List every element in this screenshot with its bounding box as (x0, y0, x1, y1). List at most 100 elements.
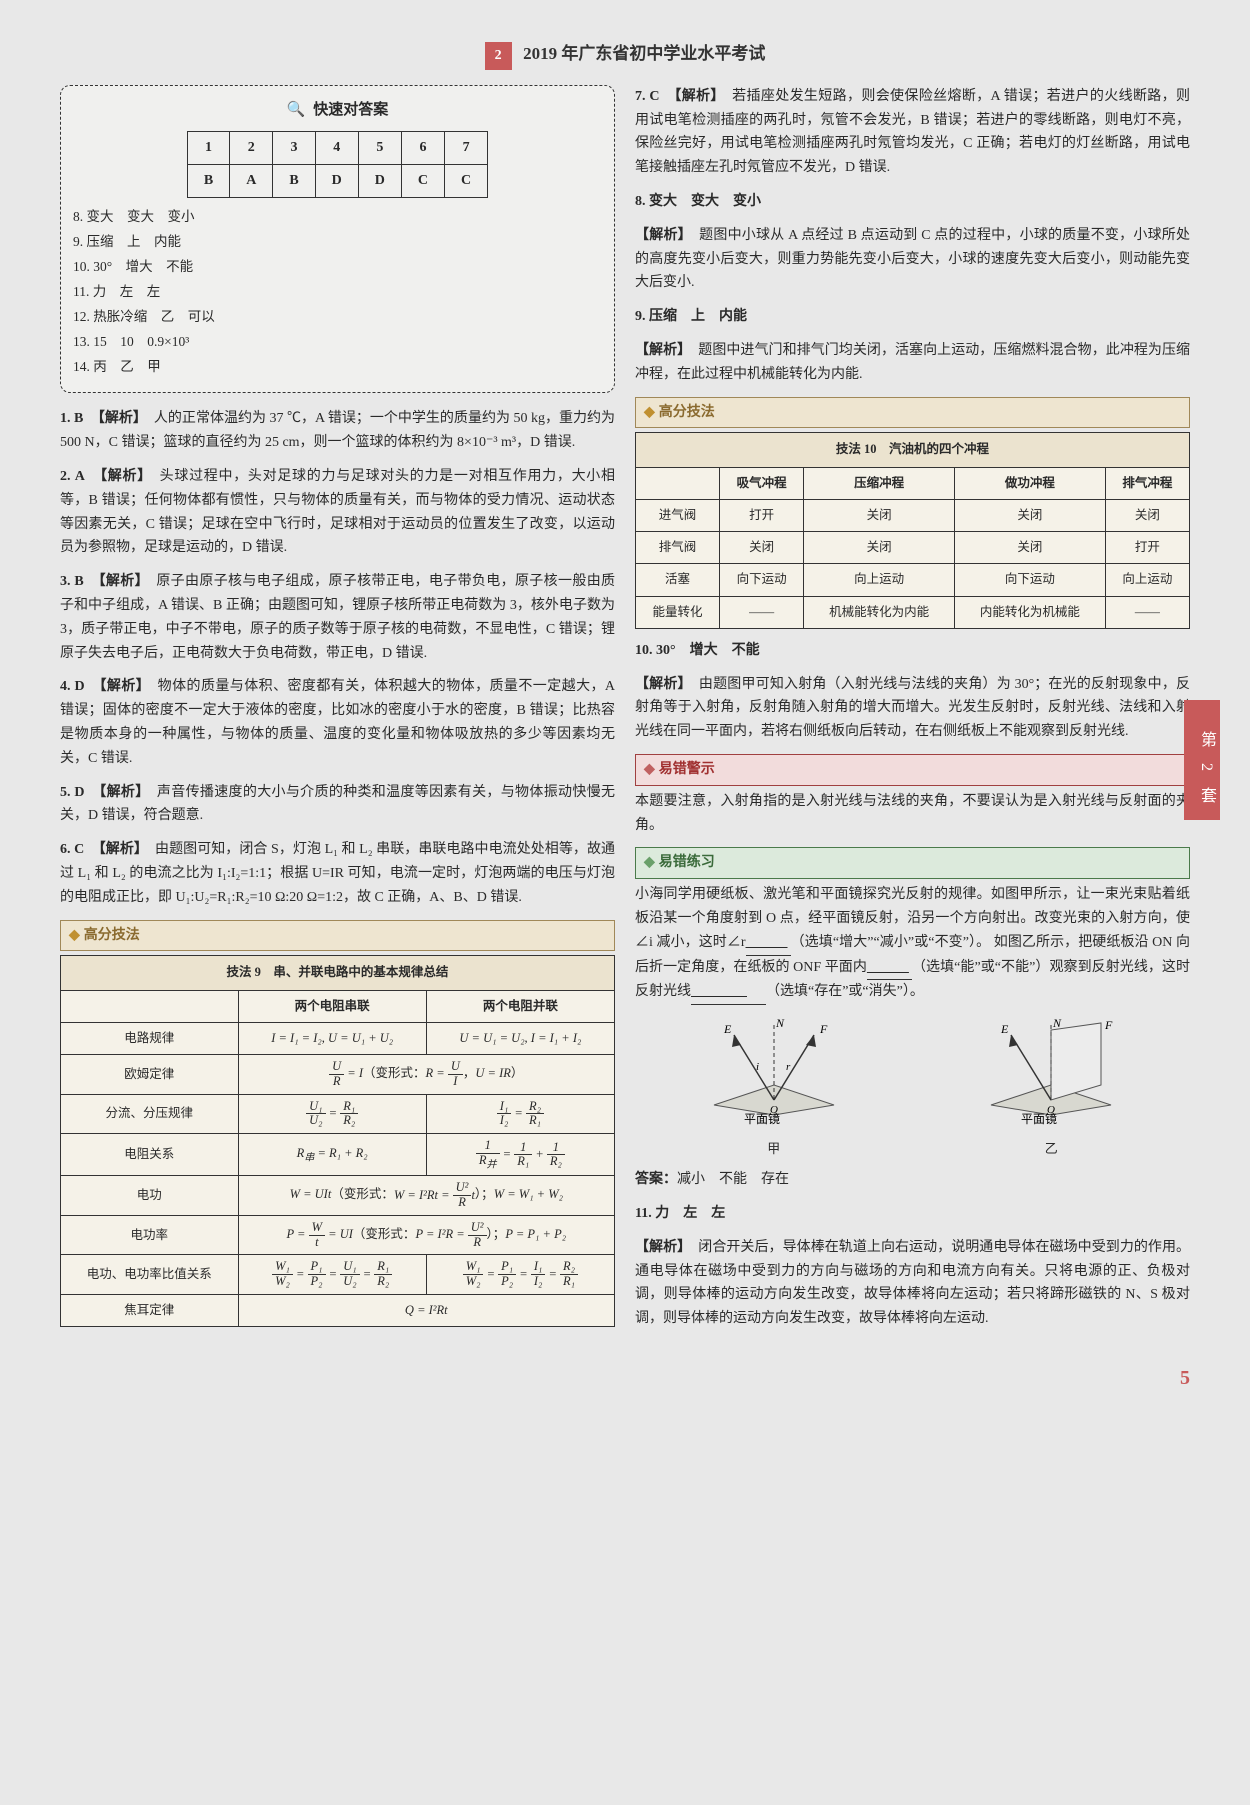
question-text: 若插座处发生短路，则会使保险丝熔断，A 错误；若进户的火线断路，则用试电笔检测插… (635, 89, 1190, 175)
question-answer: A (75, 469, 85, 484)
answer-line: 14. 丙 乙 甲 (73, 356, 602, 379)
table-row: 欧姆定律 UR = I（变形式：R = UI，U = IR） (61, 1055, 615, 1095)
answer-line: 10. 30° 增大 不能 (73, 256, 602, 279)
diagram-jia: E N F i r O 平面镜 甲 (684, 1015, 864, 1160)
answer-box-title: 🔍 快速对答案 (73, 98, 602, 124)
table-row: 能量转化 —— 机械能转化为内能 内能转化为机械能 —— (636, 596, 1190, 628)
question-number: 9. (635, 309, 646, 324)
table-row: 进气阀 打开 关闭 关闭 关闭 (636, 499, 1190, 531)
question-text: 声音传播速度的大小与介质的种类和温度等因素有关，与物体振动快慢无关，D 错误，符… (60, 785, 615, 824)
question-answer: B (74, 411, 83, 426)
practice-header: ◆易错练习 (635, 847, 1190, 879)
svg-text:F: F (819, 1022, 828, 1036)
diamond-icon: ◆ (69, 928, 80, 943)
question-text: 题图中小球从 A 点经过 B 点运动到 C 点的过程中，小球的质量不变，小球所处… (635, 228, 1190, 291)
fill-blank[interactable] (691, 980, 766, 1005)
practice-answer: 答案：减小 不能 存在 (635, 1168, 1190, 1192)
analysis-label: 【解析】 (635, 677, 685, 692)
answer-line: 11. 力 左 左 (73, 281, 602, 304)
analysis-label: 【解析】 (92, 785, 142, 800)
question-number: 3. (60, 574, 71, 589)
search-icon: 🔍 (287, 98, 306, 124)
table-row: 1 2 3 4 5 6 7 (187, 132, 487, 165)
question-item: 11. 力 左 左 (635, 1202, 1190, 1226)
question-text: 人的正常体温约为 37 ℃，A 错误；一个中学生的质量约为 50 kg，重力约为… (60, 411, 615, 450)
diagram-yi: E N F O 平面镜 乙 (961, 1015, 1141, 1160)
fill-blank[interactable] (746, 931, 791, 956)
diamond-icon: ◆ (644, 762, 655, 777)
question-item: 5. D 【解析】 声音传播速度的大小与介质的种类和温度等因素有关，与物体振动快… (60, 781, 615, 829)
answer-grid-table: 1 2 3 4 5 6 7 B A B D D C C (187, 131, 488, 198)
two-columns: 🔍 快速对答案 1 2 3 4 5 6 7 B A B D (60, 85, 1190, 1341)
header-badge: 2 (485, 42, 512, 70)
svg-text:N: N (775, 1016, 785, 1030)
table-row: 电路规律 I = I₁ = I₂, U = U₁ + U₂ U = U₁ = U… (61, 1022, 615, 1054)
question-item: 9. 压缩 上 内能 (635, 305, 1190, 329)
table-row: 电功率 P = Wt = UI（变形式：P = I²R = U²R）；P = P… (61, 1215, 615, 1255)
analysis-label: 【解析】 (635, 343, 684, 358)
answer-line: 8. 变大 变大 变小 (73, 206, 602, 229)
svg-text:平面镜: 平面镜 (744, 1111, 780, 1125)
question-item: 2. A 【解析】 头球过程中，头对足球的力与足球对头的力是一对相互作用力，大小… (60, 465, 615, 560)
answer-line: 12. 热胀冷缩 乙 可以 (73, 306, 602, 329)
tech10-header: ◆高分技法 (635, 397, 1190, 429)
tech9-table: 技法 9 串、并联电路中的基本规律总结 两个电阻串联 两个电阻并联 电路规律 I… (60, 955, 615, 1327)
tech9-header: ◆高分技法 (60, 920, 615, 952)
analysis-label: 【解析】 (92, 842, 141, 857)
question-item: 8. 变大 变大 变小 (635, 190, 1190, 214)
question-answer: 力 左 左 (655, 1206, 725, 1221)
side-tab: 第 2 套 (1184, 700, 1220, 820)
table-row: B A B D D C C (187, 165, 487, 198)
analysis-label: 【解析】 (635, 228, 685, 243)
table-row: 吸气冲程 压缩冲程 做功冲程 排气冲程 (636, 467, 1190, 499)
diamond-icon: ◆ (644, 405, 655, 420)
svg-text:F: F (1104, 1018, 1113, 1032)
fill-blank[interactable] (867, 956, 912, 981)
question-number: 4. (60, 679, 71, 694)
table-row: 电阻关系 R串 = R₁ + R₂ 1R并 = 1R₁ + 1R₂ (61, 1134, 615, 1176)
question-number: 10. (635, 643, 653, 658)
table-row: 两个电阻串联 两个电阻并联 (61, 990, 615, 1022)
practice-text: 小海同学用硬纸板、激光笔和平面镜探究光反射的规律。如图甲所示，让一束光束贴着纸板… (635, 883, 1190, 1005)
question-text: 由题图甲可知入射角（入射光线与法线的夹角）为 30°；在光的反射现象中，反射角等… (635, 677, 1190, 740)
question-item: 【解析】 题图中进气门和排气门均关闭，活塞向上运动，压缩燃料混合物，此冲程为压缩… (635, 339, 1190, 387)
question-number: 1. (60, 411, 71, 426)
answer-line: 13. 15 10 0.9×10³ (73, 331, 602, 354)
tech10-caption: 技法 10 汽油机的四个冲程 (636, 433, 1190, 467)
question-number: 7. (635, 89, 646, 104)
mirror-diagram-jia-icon: E N F i r O 平面镜 (684, 1015, 864, 1125)
table-row: 电功 W = UIt（变形式：W = I²Rt = U²Rt）；W = W₁ +… (61, 1176, 615, 1216)
question-number: 11. (635, 1206, 652, 1221)
svg-text:r: r (786, 1061, 791, 1073)
left-column: 🔍 快速对答案 1 2 3 4 5 6 7 B A B D (60, 85, 615, 1341)
warning-header: ◆易错警示 (635, 754, 1190, 786)
quick-answer-box: 🔍 快速对答案 1 2 3 4 5 6 7 B A B D (60, 85, 615, 394)
table-row: 焦耳定律 Q = I²Rt (61, 1294, 615, 1326)
question-item: 1. B 【解析】 人的正常体温约为 37 ℃，A 错误；一个中学生的质量约为 … (60, 407, 615, 455)
warning-text: 本题要注意，入射角指的是入射光线与法线的夹角，不要误认为是入射光线与反射面的夹角… (635, 790, 1190, 838)
svg-text:E: E (723, 1022, 732, 1036)
question-text: 由题图可知，闭合 S，灯泡 L₁ 和 L₂ 串联，串联电路中电流处处相等，故通过… (60, 842, 615, 905)
tech10-table: 技法 10 汽油机的四个冲程 吸气冲程 压缩冲程 做功冲程 排气冲程 进气阀 打… (635, 432, 1190, 629)
analysis-label: 【解析】 (91, 411, 140, 426)
question-number: 8. (635, 194, 646, 209)
question-answer: B (74, 574, 83, 589)
tech9-caption: 技法 9 串、并联电路中的基本规律总结 (61, 956, 615, 990)
question-number: 6. (60, 842, 71, 857)
question-answer: 30° 增大 不能 (656, 643, 760, 658)
diamond-icon: ◆ (644, 855, 655, 870)
practice-diagrams: E N F i r O 平面镜 甲 E N (635, 1015, 1190, 1160)
question-item: 【解析】 题图中小球从 A 点经过 B 点运动到 C 点的过程中，小球的质量不变… (635, 224, 1190, 295)
question-item: 10. 30° 增大 不能 (635, 639, 1190, 663)
question-answer: D (74, 785, 84, 800)
question-item: 6. C 【解析】 由题图可知，闭合 S，灯泡 L₁ 和 L₂ 串联，串联电路中… (60, 838, 615, 909)
question-item: 3. B 【解析】 原子由原子核与电子组成，原子核带正电，电子带负电，原子核一般… (60, 570, 615, 665)
question-item: 【解析】 由题图甲可知入射角（入射光线与法线的夹角）为 30°；在光的反射现象中… (635, 673, 1190, 744)
table-row: 活塞 向下运动 向上运动 向下运动 向上运动 (636, 564, 1190, 596)
question-answer: 变大 变大 变小 (649, 194, 761, 209)
question-answer: D (74, 679, 84, 694)
mirror-diagram-yi-icon: E N F O 平面镜 (961, 1015, 1141, 1125)
answer-line: 9. 压缩 上 内能 (73, 231, 602, 254)
analysis-label: 【解析】 (92, 574, 142, 589)
page-header: 2 2019 年广东省初中学业水平考试 (60, 40, 1190, 70)
